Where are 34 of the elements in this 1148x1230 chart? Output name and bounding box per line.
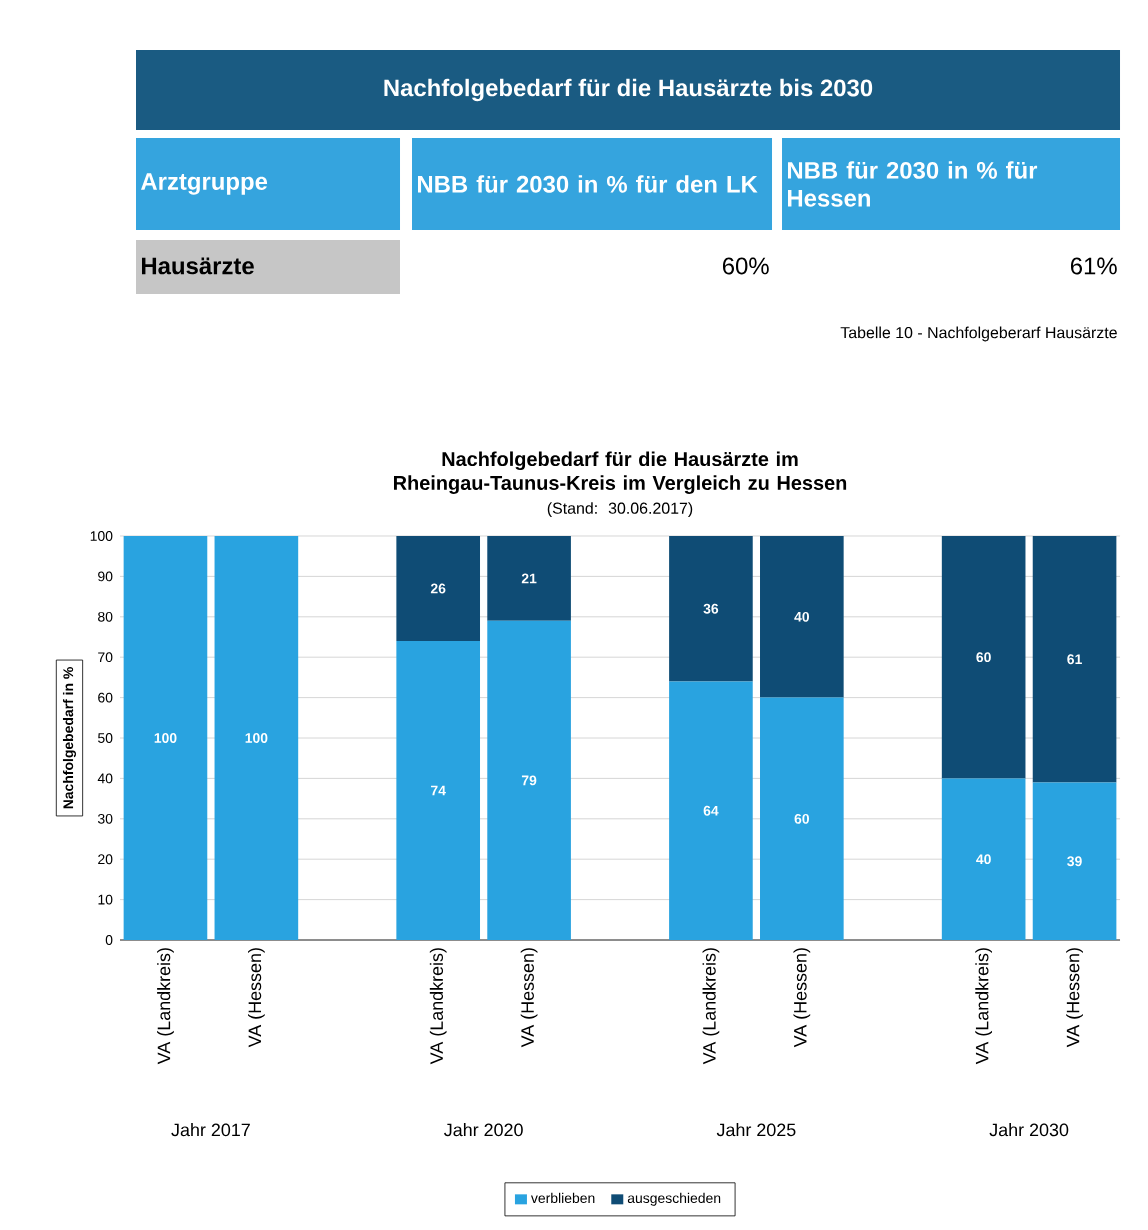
text: 61%: [1070, 257, 1117, 275]
x-tick-label: VA (Landkreis): [702, 948, 720, 1065]
x-tick-label: VA (Hessen): [520, 948, 538, 1048]
bar: [214, 535, 299, 940]
bar: [123, 535, 208, 940]
bar: [396, 641, 481, 940]
text: Jahr 2025: [716, 1123, 796, 1137]
text: 60%: [722, 257, 769, 275]
chart-title: Nachfolgebedarf für die Hausärzte im Rheingau-Taunus-Kreis im Vergleich zu Hessen: [394, 451, 847, 495]
text: Jahr 2030: [989, 1123, 1069, 1137]
x-tick-label: VA (Landkreis): [429, 948, 447, 1065]
x-tick-label: VA (Landkreis): [975, 948, 993, 1065]
bar: [396, 535, 481, 642]
bar: [669, 535, 753, 682]
text: NBB für 2030 in % für den LK: [418, 175, 758, 193]
bar: [760, 697, 844, 940]
bar: [669, 681, 753, 940]
x-tick-label: VA (Landkreis): [157, 948, 174, 1065]
text: Arztgruppe: [140, 173, 268, 195]
bar: [941, 778, 1026, 940]
bar: [487, 535, 571, 621]
bar: [487, 620, 571, 940]
text: Nachfolgebedarf für die Hausärzte bis 2030: [384, 78, 873, 102]
bar: [1032, 535, 1117, 783]
x-tick-label: VA (Hessen): [1066, 948, 1083, 1048]
bar: [1032, 782, 1117, 940]
x-tick-label: VA (Hessen): [793, 948, 811, 1048]
bar: [941, 535, 1026, 779]
text: Jahr 2017: [171, 1123, 250, 1137]
text: Hausärzte: [141, 257, 254, 275]
x-tick-label: VA (Hessen): [248, 948, 265, 1048]
text: Jahr 2020: [444, 1123, 523, 1137]
bar: [760, 535, 844, 698]
text: NBB für 2030 in % für Hessen: [788, 161, 1038, 207]
